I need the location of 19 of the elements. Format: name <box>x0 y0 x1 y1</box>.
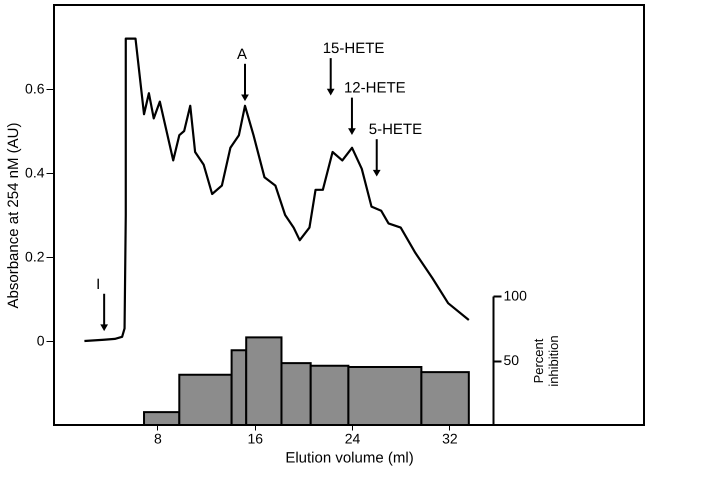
annotation: A <box>236 46 248 63</box>
y-tick-label: 0.6 <box>25 80 45 96</box>
y-axis-title: Absorbance at 254 nM (AU) <box>5 122 22 308</box>
x-tick-label: 8 <box>154 430 162 446</box>
y-tick-label: 0.2 <box>25 248 45 264</box>
y2-axis-title: Percent inhibition <box>530 335 561 387</box>
annotation: 15-HETE <box>322 40 384 58</box>
x-axis-title: Elution volume (ml) <box>285 450 414 466</box>
annotation: I <box>96 276 100 293</box>
y2-tick-label: 50 <box>504 352 520 368</box>
x-tick-label: 32 <box>442 430 458 446</box>
x-tick-label: 16 <box>247 430 264 446</box>
line-series <box>83 38 470 342</box>
annotation: 12-HETE <box>344 80 406 97</box>
y-tick-label: 0.4 <box>25 164 45 180</box>
y-tick-label: 0 <box>36 332 45 348</box>
y2-tick-label: 100 <box>504 288 528 304</box>
x-tick-label: 24 <box>344 430 361 446</box>
annotation: 5-HETE <box>368 121 422 138</box>
